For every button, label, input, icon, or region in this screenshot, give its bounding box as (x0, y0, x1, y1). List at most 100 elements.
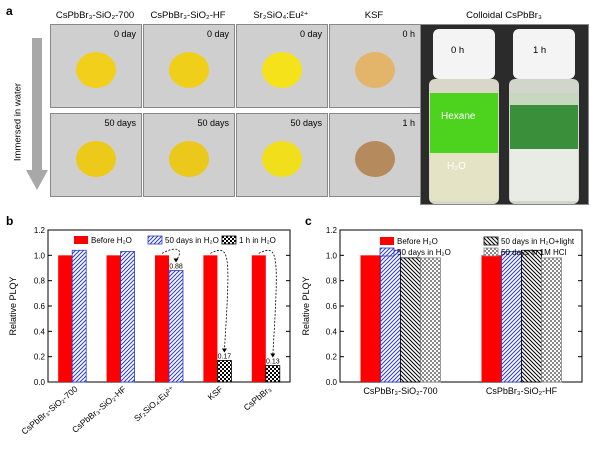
vial-time-0: 0 h (451, 45, 465, 56)
y-tick-label: 0.8 (34, 277, 46, 286)
bar (481, 255, 502, 382)
powder-sample (169, 52, 209, 88)
panel-label-b: b (6, 214, 14, 228)
x-tick-label: KSF (206, 384, 225, 402)
y-tick-label: 0.2 (326, 353, 338, 362)
legend-swatch (74, 236, 88, 244)
legend-swatch (147, 235, 163, 245)
colloidal-label: Colloidal CsPbBr₃ (466, 10, 542, 21)
powder-sample (355, 141, 395, 177)
bar (155, 255, 169, 382)
vial-time-1: 1 h (533, 45, 547, 56)
y-tick-label: 0.0 (326, 378, 338, 387)
vials-illustration (429, 29, 579, 204)
bar (265, 365, 281, 383)
legend-swatch (379, 247, 395, 257)
legend-label: 1 h in H₂O (239, 236, 276, 245)
bar (106, 255, 121, 382)
data-label: 0.88 (169, 264, 183, 271)
sample-photo: 0 h (329, 24, 421, 108)
time-tag: 50 days (104, 118, 136, 128)
y-tick-label: 0.4 (326, 327, 338, 336)
x-tick-label: CsPbBr₃-SiO₂-HF (486, 386, 558, 396)
bar (380, 249, 401, 383)
bar (120, 251, 135, 383)
sample-photo: 0 day (236, 24, 328, 108)
legend-swatch (483, 247, 499, 257)
sample-photo: 0 day (143, 24, 235, 108)
column-label: Sr₂SiO₄:Eu²⁺ (253, 10, 309, 21)
powder-sample (169, 141, 209, 177)
bar (360, 255, 381, 382)
bar (203, 255, 218, 382)
panel-label-a: a (6, 4, 13, 18)
powder-sample (76, 141, 116, 177)
legend-swatch (380, 237, 394, 245)
time-tag: 0 day (113, 29, 136, 39)
bar (420, 257, 441, 383)
decay-arrow (258, 249, 277, 356)
time-tag: 1 h (402, 118, 415, 128)
y-axis-label: Relative PLQY (8, 276, 18, 335)
bar (251, 255, 266, 382)
x-tick-label: CsPbBr₃ (242, 384, 274, 413)
legend-swatch (221, 235, 237, 245)
y-tick-label: 1.2 (326, 226, 338, 235)
bar (58, 255, 73, 382)
y-tick-label: 1.0 (326, 251, 338, 260)
bar (400, 257, 421, 383)
chart-b: 0.0 0.2 0.4 0.6 0.8 1.0 1.2 Relative PLQY CsPbBr… (8, 226, 291, 437)
x-tick-label: CsPbBr₃-SiO₂-700 (363, 386, 437, 396)
panel-label-c: c (305, 214, 312, 228)
decay-arrow (161, 248, 180, 261)
legend-label: 50 days in H₂O+light (501, 237, 575, 246)
y-tick-label: 1.0 (34, 251, 46, 260)
sample-photo: 0 day (50, 24, 142, 108)
column-label: CsPbBr₃-SiO₂-HF (150, 10, 226, 21)
sample-photo: 1 h (329, 113, 421, 197)
y-tick-label: 0.6 (34, 302, 46, 311)
y-tick-label: 0.6 (326, 302, 338, 311)
powder-sample (262, 52, 302, 88)
bar (71, 249, 87, 383)
legend-label: 50 days in 1M HCl (501, 248, 567, 257)
immersed-label: Immersed in water (12, 82, 24, 162)
sample-photo: 50 days (50, 113, 142, 197)
y-tick-label: 0.8 (326, 277, 338, 286)
y-tick-label: 1.2 (34, 226, 46, 235)
y-tick-label: 0.4 (34, 327, 46, 336)
column-label: CsPbBr₃-SiO₂-700 (55, 10, 135, 21)
powder-sample (76, 52, 116, 88)
bar (521, 249, 542, 383)
time-tag: 0 h (402, 29, 415, 39)
x-tick-label: Sr₂SiO₄:Eu²⁺ (132, 384, 177, 424)
legend-swatch (483, 236, 499, 246)
legend-label: 50 days in H₂O (165, 236, 219, 245)
data-label: 0.13 (266, 359, 280, 366)
y-tick-label: 0.0 (34, 378, 46, 387)
powder-sample (355, 52, 395, 88)
legend-label: 50 days in H₂O (397, 248, 451, 257)
bar (541, 257, 562, 383)
chart-c: 0.0 0.2 0.4 0.6 0.8 1.0 1.2 Relative PLQY CsPbBr… (301, 226, 583, 396)
time-tag: 50 days (290, 118, 322, 128)
time-tag: 0 day (206, 29, 229, 39)
sample-photo: 50 days (143, 113, 235, 197)
decay-arrowhead (173, 258, 179, 263)
decay-arrowhead (221, 348, 227, 353)
time-tag: 50 days (197, 118, 229, 128)
down-arrow-icon (26, 38, 48, 190)
time-tag: 0 day (299, 29, 322, 39)
y-axis-label: Relative PLQY (301, 276, 311, 335)
decay-arrowhead (270, 353, 276, 358)
colloidal-photo: 0 h 1 h Hexane H₂O (420, 24, 589, 205)
bar (216, 360, 232, 383)
bar (168, 270, 184, 383)
sample-photo: 50 days (236, 113, 328, 197)
y-tick-label: 0.2 (34, 353, 46, 362)
decay-arrow (210, 249, 229, 351)
data-label: 0.17 (218, 353, 232, 360)
legend-label: Before H₂O (91, 236, 132, 245)
hexane-label: Hexane (441, 111, 476, 122)
legend-label: Before H₂O (397, 237, 438, 246)
